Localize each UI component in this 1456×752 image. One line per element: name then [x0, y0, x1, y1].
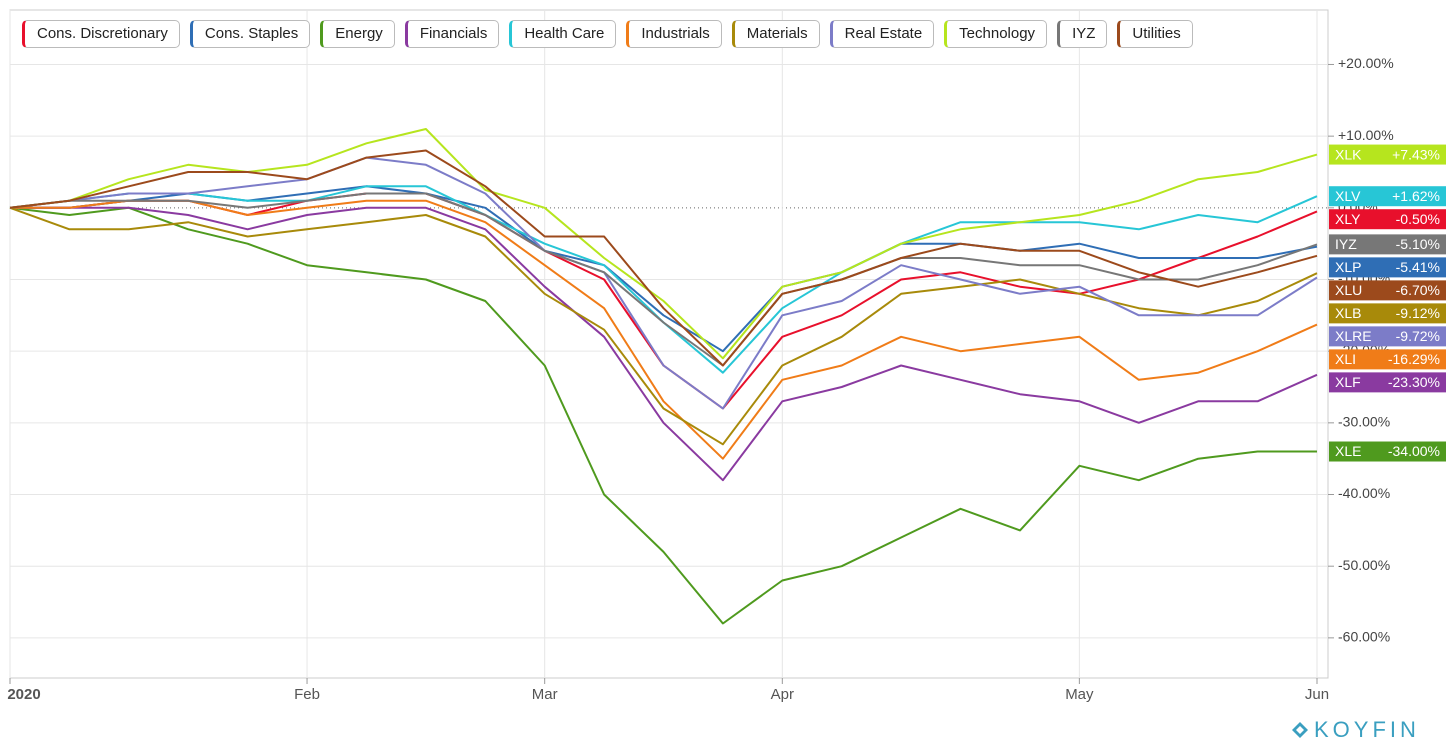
legend-item[interactable]: Materials	[731, 20, 820, 48]
series-line	[10, 206, 1318, 482]
badge-ticker: XLK	[1335, 146, 1362, 162]
x-tick-label: Apr	[771, 686, 794, 703]
badge-ticker: XLY	[1335, 211, 1361, 227]
legend-item[interactable]: Energy	[320, 20, 395, 48]
badges: XLK +7.43% XLV +1.62% XLY -0.50% IYZ -5.10% XLP -…	[1329, 144, 1446, 462]
x-tick-label: Feb	[294, 686, 320, 703]
end-badge	[1329, 186, 1446, 207]
badge-value: -5.10%	[1396, 236, 1440, 252]
end-badge	[1329, 280, 1446, 301]
lines	[9, 128, 1318, 625]
badge-value: +1.62%	[1392, 188, 1440, 204]
end-badge	[1329, 209, 1446, 230]
badge-value: -9.72%	[1396, 328, 1440, 344]
series-line	[9, 206, 1318, 446]
y-tick-label: -60.00%	[1338, 629, 1390, 645]
end-badge	[1329, 234, 1446, 255]
logo-icon	[1292, 722, 1308, 738]
series-line	[9, 192, 1318, 367]
legend-item[interactable]: Health Care	[509, 20, 617, 48]
badge-value: +7.43%	[1392, 146, 1440, 162]
legend-item[interactable]: Utilities	[1117, 20, 1193, 48]
logo: KOYFIN	[1292, 717, 1420, 742]
x-tick-label: Mar	[532, 686, 558, 703]
series-line	[9, 206, 1317, 625]
legend-item[interactable]: IYZ	[1057, 20, 1108, 48]
y-tick-label: +20.00%	[1338, 55, 1394, 71]
end-badge	[1329, 303, 1446, 324]
end-badge	[1329, 257, 1446, 278]
badge-value: -16.29%	[1388, 351, 1440, 367]
end-badge	[1329, 372, 1446, 393]
badge-ticker: XLF	[1335, 374, 1361, 390]
badge-value: -0.50%	[1396, 211, 1440, 227]
x-tick-label: 2020	[7, 686, 40, 703]
badge-ticker: IYZ	[1335, 236, 1357, 252]
y-tick-label: -40.00%	[1338, 485, 1390, 501]
badge-ticker: XLRE	[1335, 328, 1372, 344]
badge-value: -9.12%	[1396, 305, 1440, 321]
end-badge	[1329, 144, 1446, 165]
grid: +20.00%+10.00%0.00%-10.00%-20.00%-30.00%…	[7, 10, 1394, 703]
end-badge	[1329, 326, 1446, 347]
y-tick-label: -50.00%	[1338, 557, 1390, 573]
badge-ticker: XLV	[1335, 188, 1361, 204]
series-line	[9, 149, 1318, 367]
series-line	[10, 185, 1318, 353]
badge-ticker: XLP	[1335, 259, 1361, 275]
legend-item[interactable]: Financials	[404, 20, 500, 48]
badge-ticker: XLU	[1335, 282, 1362, 298]
x-tick-label: Jun	[1305, 686, 1329, 703]
badge-value: -34.00%	[1388, 443, 1440, 459]
badge-ticker: XLB	[1335, 305, 1361, 321]
legend-item[interactable]: Industrials	[626, 20, 722, 48]
x-tick-label: May	[1065, 686, 1094, 703]
legend-item[interactable]: Cons. Discretionary	[22, 20, 180, 48]
legend-item[interactable]: Cons. Staples	[189, 20, 311, 48]
legend: Cons. Discretionary Cons. Staples Energy Fi…	[22, 20, 1193, 48]
end-badge	[1329, 441, 1446, 462]
badge-ticker: XLE	[1335, 443, 1361, 459]
badge-value: -23.30%	[1388, 374, 1440, 390]
series-line	[10, 199, 1318, 460]
legend-item[interactable]: Real Estate	[829, 20, 935, 48]
badge-ticker: XLI	[1335, 351, 1356, 367]
y-tick-label: +10.00%	[1338, 127, 1394, 143]
end-badge	[1329, 349, 1446, 370]
series-line	[9, 156, 1318, 410]
badge-value: -5.41%	[1396, 259, 1440, 275]
y-tick-label: -30.00%	[1338, 414, 1390, 430]
legend-item[interactable]: Technology	[944, 20, 1048, 48]
series-line	[9, 128, 1318, 360]
badge-value: -6.70%	[1396, 282, 1440, 298]
plot-frame	[9, 9, 1329, 679]
watermark: KOYFIN	[1314, 717, 1420, 742]
